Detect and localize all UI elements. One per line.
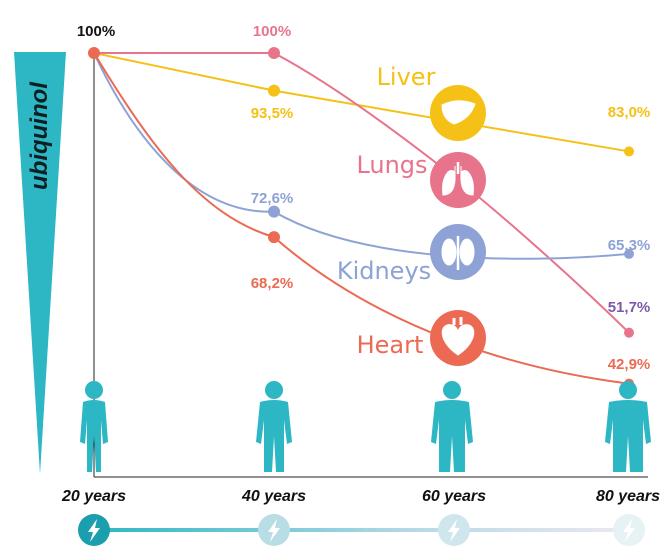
organ-legend: Liver Lungs Kidneys Heart [337, 63, 486, 366]
liver-icon-glyph [441, 100, 476, 125]
lungs-icon-glyph [442, 162, 474, 196]
lightning-bolt [448, 519, 460, 542]
liver-value-label: 83,0% [608, 104, 651, 121]
lungs-value-label: 51,7% [608, 299, 651, 316]
kidneys-point [268, 205, 280, 218]
lungs-legend-label: Lungs [356, 151, 427, 179]
lungs-point [268, 47, 280, 59]
x-tick-label: 20 years [61, 488, 126, 505]
value-labels: 93,5% 83,0% 100% 51,7% 72,6% 65,3% 68,2% 42,9% [251, 23, 651, 373]
start-point [88, 47, 100, 59]
lightning-bolt [88, 519, 100, 542]
kidneys-value-label: 72,6% [251, 190, 294, 207]
lungs-value-label: 100% [253, 23, 291, 40]
kidneys-line [93, 52, 630, 260]
liver-point [624, 146, 634, 157]
heart-legend-label: Heart [357, 331, 424, 359]
lightning-bolt [268, 519, 280, 542]
lungs-icon [430, 152, 486, 208]
heart-point [268, 231, 280, 244]
energy-bar [78, 514, 645, 546]
x-tick-labels: 20 years 40 years 60 years 80 years [61, 488, 660, 505]
liver-value-label: 93,5% [251, 105, 294, 122]
energy-gradient-bar [96, 528, 628, 532]
lungs-point [624, 327, 634, 338]
heart-icon-glyph [441, 317, 475, 356]
x-tick-label: 80 years [596, 488, 660, 505]
series-dots [88, 47, 634, 389]
kidneys-icon-glyph [441, 236, 475, 270]
person-60-years-icon [431, 381, 473, 472]
heart-value-label: 68,2% [251, 275, 294, 292]
person-figures [80, 381, 651, 472]
x-tick-label: 60 years [422, 488, 486, 505]
heart-line [93, 52, 630, 385]
liver-line [93, 52, 630, 153]
lightning-bolt [623, 519, 635, 542]
start-value-label: 100% [77, 23, 115, 40]
person-20-years-icon [80, 381, 108, 472]
ubiquinol-triangle [14, 52, 66, 474]
person-40-years-icon [256, 381, 292, 472]
heart-value-label: 42,9% [608, 356, 651, 373]
liver-legend-label: Liver [377, 63, 436, 91]
kidneys-value-label: 65,3% [608, 237, 651, 254]
kidneys-legend-label: Kidneys [337, 257, 431, 285]
lungs-line [94, 52, 630, 334]
ubiquinol-label: ubiquinol [26, 81, 53, 190]
person-80-years-icon [605, 381, 651, 472]
kidneys-point [624, 248, 634, 259]
liver-point [268, 84, 280, 97]
x-tick-label: 40 years [241, 488, 306, 505]
